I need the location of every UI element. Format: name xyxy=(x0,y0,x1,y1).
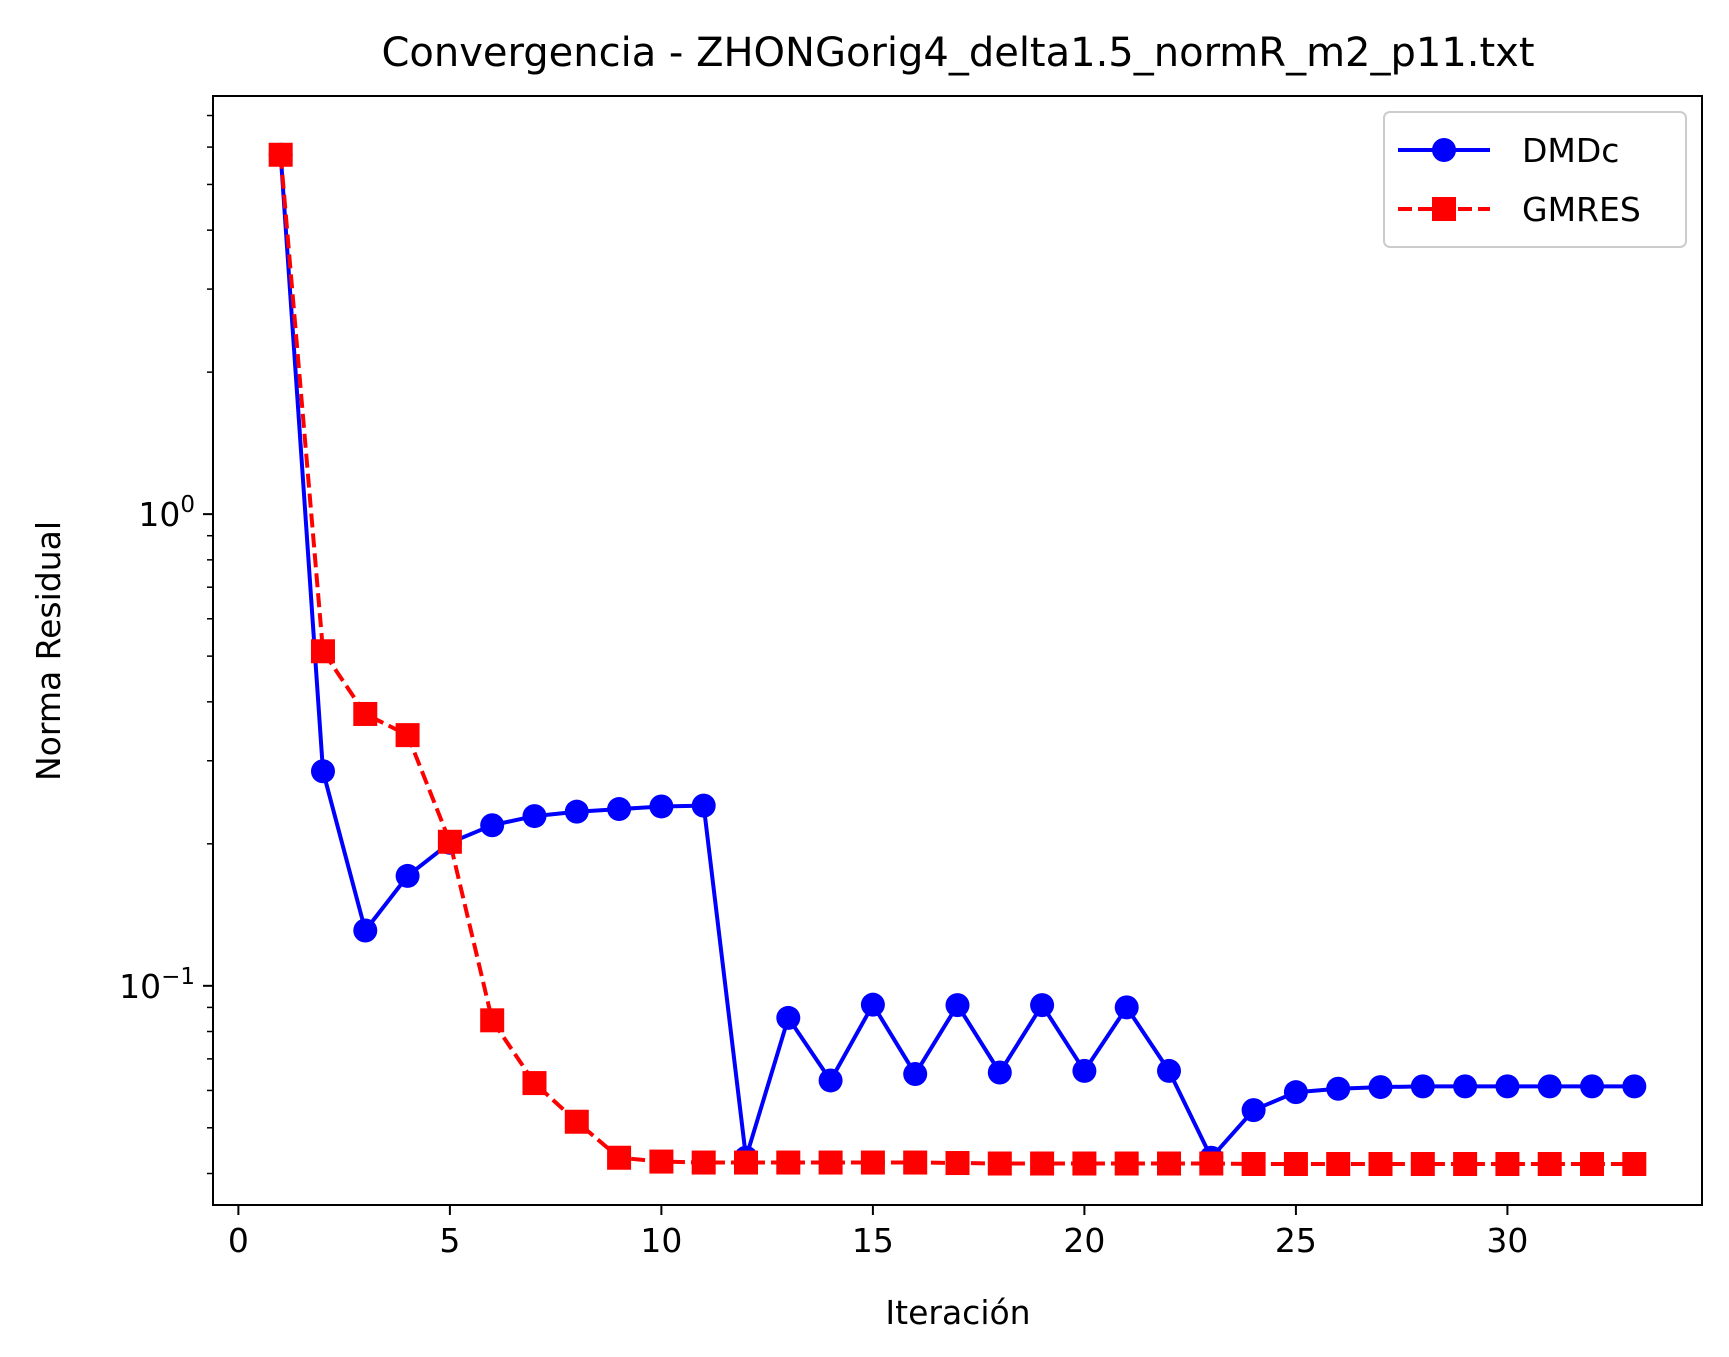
data-point-gmres xyxy=(1368,1152,1393,1177)
data-point-gmres xyxy=(903,1150,928,1175)
data-point-gmres xyxy=(860,1150,885,1175)
data-point-gmres xyxy=(1410,1152,1435,1177)
legend-box xyxy=(1383,111,1687,248)
plot-area xyxy=(268,142,1647,1177)
data-point-dmdc xyxy=(522,804,547,829)
data-point-gmres xyxy=(395,723,420,748)
data-point-gmres xyxy=(437,829,462,854)
y-tick-label: 10−1 xyxy=(119,964,195,1006)
y-axis-ticks: 100 10−1 xyxy=(119,114,213,1175)
data-point-dmdc xyxy=(649,794,674,819)
data-point-dmdc xyxy=(1622,1074,1647,1099)
data-point-dmdc xyxy=(1410,1074,1435,1099)
legend-gmres-label: GMRES xyxy=(1522,190,1641,229)
data-point-gmres xyxy=(522,1071,547,1096)
data-point-dmdc xyxy=(1030,993,1055,1018)
axes-frame xyxy=(212,95,1703,1206)
legend-dmdc-label: DMDc xyxy=(1522,131,1619,170)
data-point-gmres xyxy=(733,1150,758,1175)
data-point-gmres xyxy=(564,1109,589,1134)
data-point-dmdc xyxy=(1580,1074,1605,1099)
data-point-gmres xyxy=(1580,1152,1605,1177)
data-point-dmdc xyxy=(1072,1058,1097,1083)
x-tick-label: 5 xyxy=(439,1221,460,1260)
data-point-dmdc xyxy=(860,992,885,1017)
data-point-gmres xyxy=(1495,1152,1520,1177)
legend: DMDc GMRES xyxy=(1383,111,1687,248)
data-point-gmres xyxy=(1326,1152,1351,1177)
data-point-dmdc xyxy=(1495,1074,1520,1099)
data-point-dmdc xyxy=(564,799,589,824)
data-point-dmdc xyxy=(1368,1075,1393,1100)
data-point-dmdc xyxy=(903,1062,928,1087)
x-tick-label: 20 xyxy=(1063,1221,1105,1260)
data-point-dmdc xyxy=(607,797,632,822)
data-point-gmres xyxy=(776,1150,801,1175)
x-tick-label: 10 xyxy=(640,1221,682,1260)
y-axis-label: Norma Residual xyxy=(29,521,68,781)
data-point-gmres xyxy=(1072,1151,1097,1176)
data-point-gmres xyxy=(1622,1152,1647,1177)
data-point-dmdc xyxy=(1537,1074,1562,1099)
data-point-gmres xyxy=(1157,1151,1182,1176)
x-axis-ticks: 0 5 10 15 20 25 30 xyxy=(228,1205,1528,1260)
data-point-dmdc xyxy=(776,1005,801,1030)
data-point-dmdc xyxy=(310,759,335,784)
data-point-gmres xyxy=(480,1008,505,1033)
data-point-dmdc xyxy=(818,1068,843,1093)
data-point-gmres xyxy=(649,1149,674,1174)
data-point-gmres xyxy=(691,1150,716,1175)
x-axis-label: Iteración xyxy=(885,1293,1030,1332)
data-point-gmres xyxy=(1030,1151,1055,1176)
data-point-dmdc xyxy=(945,993,970,1018)
data-point-gmres xyxy=(607,1145,632,1170)
data-point-dmdc xyxy=(353,918,378,943)
data-point-dmdc xyxy=(1157,1058,1182,1083)
x-tick-label: 0 xyxy=(228,1221,249,1260)
data-point-dmdc xyxy=(1326,1076,1351,1101)
data-point-gmres xyxy=(1283,1152,1308,1177)
data-point-dmdc xyxy=(1453,1074,1478,1099)
data-point-gmres xyxy=(1199,1151,1224,1176)
data-point-gmres xyxy=(268,142,293,167)
data-point-gmres xyxy=(818,1150,843,1175)
legend-gmres-marker xyxy=(1432,197,1456,221)
x-tick-label: 15 xyxy=(852,1221,894,1260)
data-point-dmdc xyxy=(1283,1080,1308,1105)
data-point-gmres xyxy=(1114,1151,1139,1176)
chart-title: Convergencia - ZHONGorig4_delta1.5_normR… xyxy=(381,30,1534,76)
y-tick-label: 100 xyxy=(138,492,195,534)
data-point-dmdc xyxy=(1241,1098,1266,1123)
data-point-dmdc xyxy=(395,863,420,888)
x-tick-label: 25 xyxy=(1275,1221,1317,1260)
data-point-gmres xyxy=(1241,1152,1266,1177)
x-tick-label: 30 xyxy=(1486,1221,1528,1260)
data-point-gmres xyxy=(353,701,378,726)
data-point-gmres xyxy=(1537,1152,1562,1177)
data-point-dmdc xyxy=(1114,995,1139,1020)
data-point-gmres xyxy=(987,1151,1012,1176)
data-point-dmdc xyxy=(480,813,505,838)
data-point-gmres xyxy=(310,639,335,664)
data-point-dmdc xyxy=(691,793,716,818)
legend-dmdc-marker xyxy=(1432,138,1456,162)
data-point-gmres xyxy=(945,1151,970,1176)
data-point-gmres xyxy=(1453,1152,1478,1177)
data-point-dmdc xyxy=(987,1060,1012,1085)
